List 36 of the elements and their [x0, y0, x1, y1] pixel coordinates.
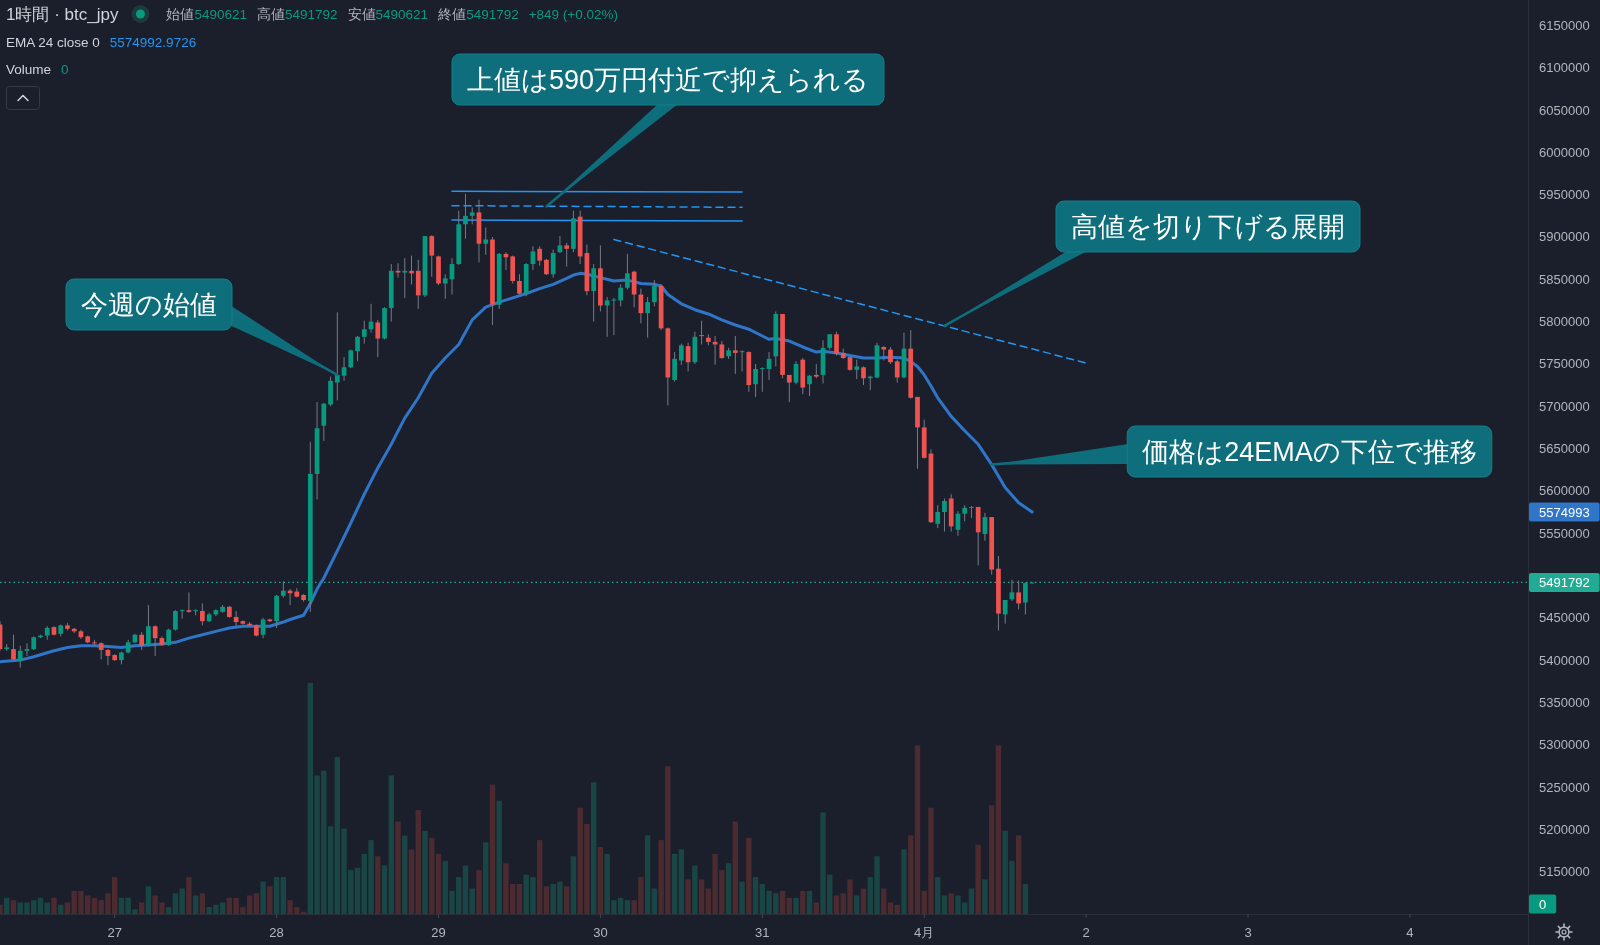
annotation: 高値を切り下げる展開	[1071, 211, 1345, 242]
x-tick-label: 29	[431, 924, 446, 940]
y-tick-label: 5350000	[1539, 694, 1590, 710]
annotation: 価格は24EMAの下位で推移	[1142, 436, 1477, 467]
y-tick-label: 5800000	[1539, 314, 1590, 330]
y-tick-label: 5400000	[1539, 652, 1590, 668]
annotation: 上値は590万円付近で抑えられる	[466, 64, 870, 95]
y-tick-label: 5574993	[1529, 502, 1600, 522]
y-tick-label: 5450000	[1539, 610, 1590, 626]
x-tick-label: 4	[1406, 924, 1414, 940]
y-tick-label: 5650000	[1539, 441, 1590, 457]
x-tick-label: 3	[1244, 924, 1252, 940]
ref-line-label: 5491792	[1539, 574, 1590, 590]
y-tick-label: 5150000	[1539, 864, 1590, 880]
x-tick-label: 30	[593, 924, 608, 940]
y-tick-label: 5574993	[1539, 504, 1590, 520]
y-tick-label: 5950000	[1539, 187, 1590, 203]
y-tick-label: 5550000	[1539, 525, 1590, 541]
x-tick-label: 28	[269, 924, 284, 940]
y-tick-label: 5300000	[1539, 737, 1590, 753]
x-tick-label: 27	[107, 924, 122, 940]
y-tick-label: 6100000	[1539, 60, 1590, 76]
annotation: 今週の始値	[81, 289, 217, 320]
y-tick-label: 6050000	[1539, 102, 1590, 118]
y-tick-label: 5750000	[1539, 356, 1590, 372]
y-tick-label: 5900000	[1539, 229, 1590, 245]
y-tick-label: 5700000	[1539, 398, 1590, 414]
y-tick-label: 6150000	[1539, 17, 1590, 33]
y-tick-label: 5200000	[1539, 821, 1590, 837]
y-tick-label: 5850000	[1539, 271, 1590, 287]
x-tick-label: 2	[1082, 924, 1090, 940]
x-tick-label: 31	[755, 924, 770, 940]
y-tick-label: 6000000	[1539, 144, 1590, 160]
x-tick-label: 4月	[914, 924, 935, 940]
y-tick-label: 5600000	[1539, 483, 1590, 499]
y-tick-label: 5250000	[1539, 779, 1590, 795]
